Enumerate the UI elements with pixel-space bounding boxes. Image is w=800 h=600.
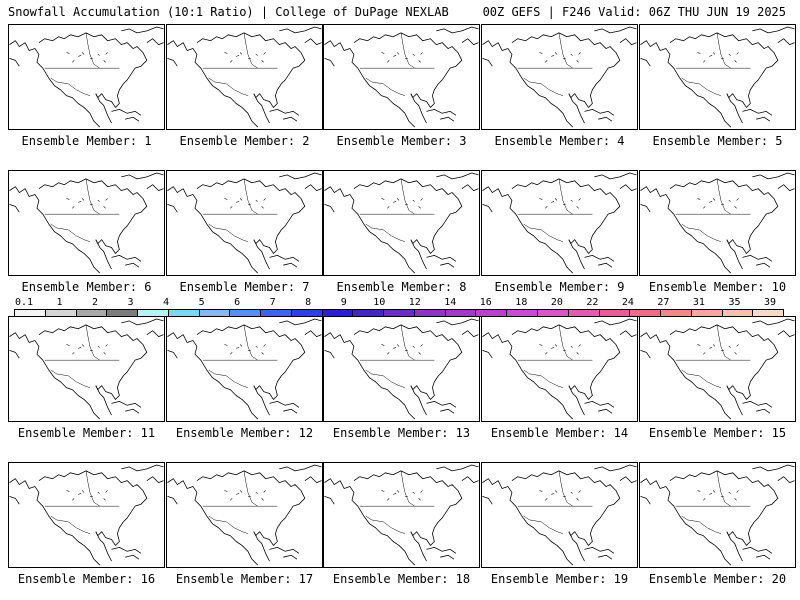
ensemble-map-panel [8, 170, 165, 276]
ensemble-member-label: Ensemble Member: 18 [332, 572, 471, 586]
snowfall-color-legend [14, 309, 784, 317]
legend-swatch [138, 310, 169, 316]
legend-tick-label: 27 [657, 297, 670, 308]
ensemble-member-label: Ensemble Member: 19 [490, 572, 629, 586]
legend-tick-label: 24 [621, 297, 634, 308]
legend-tick-label: 18 [515, 297, 528, 308]
ensemble-map-panel [8, 24, 165, 130]
ensemble-member-label: Ensemble Member: 15 [648, 426, 787, 440]
legend-swatch [322, 310, 354, 316]
legend-tick-label: 12 [408, 297, 421, 308]
ensemble-member-label: Ensemble Member: 16 [17, 572, 156, 586]
legend-tick-label: 7 [269, 297, 276, 308]
legend-swatch [691, 310, 723, 316]
ensemble-map-panel [639, 170, 796, 276]
ensemble-map-panel [481, 24, 638, 130]
ensemble-map-panel [481, 462, 638, 568]
chart-title: Snowfall Accumulation (10:1 Ratio) | Col… [8, 5, 449, 19]
ensemble-map-panel [323, 170, 480, 276]
ensemble-map-panel [323, 462, 480, 568]
ensemble-member-label: Ensemble Member: 6 [21, 280, 152, 294]
ensemble-map-panel [639, 24, 796, 130]
legend-swatch [107, 310, 139, 316]
ensemble-map-panel [166, 170, 323, 276]
ensemble-map-panel [166, 24, 323, 130]
ensemble-map-panel [323, 24, 480, 130]
legend-swatch [230, 310, 262, 316]
ensemble-member-label: Ensemble Member: 17 [175, 572, 314, 586]
legend-tick-label: 9 [340, 297, 347, 308]
legend-swatch [507, 310, 539, 316]
legend-tick-label: 4 [163, 297, 170, 308]
legend-swatch [291, 310, 323, 316]
legend-swatch [15, 310, 46, 316]
legend-swatch [599, 310, 631, 316]
legend-tick-label: 6 [234, 297, 241, 308]
legend-swatch [199, 310, 231, 316]
ensemble-member-label: Ensemble Member: 5 [652, 134, 783, 148]
ensemble-member-label: Ensemble Member: 14 [490, 426, 629, 440]
legend-swatch [722, 310, 754, 316]
legend-tick-label: 5 [198, 297, 205, 308]
legend-swatch [568, 310, 600, 316]
legend-tick-label: 16 [479, 297, 492, 308]
legend-tick-label: 22 [586, 297, 599, 308]
legend-swatch [661, 310, 692, 316]
legend-swatch [168, 310, 200, 316]
ensemble-member-label: Ensemble Member: 13 [332, 426, 471, 440]
legend-swatch [753, 310, 784, 316]
legend-swatch [353, 310, 385, 316]
legend-swatch [445, 310, 477, 316]
legend-tick-label: 14 [444, 297, 457, 308]
ensemble-map-panel [481, 316, 638, 422]
ensemble-member-label: Ensemble Member: 7 [179, 280, 310, 294]
legend-tick-label: 20 [550, 297, 563, 308]
legend-tick-label: 10 [373, 297, 386, 308]
ensemble-member-label: Ensemble Member: 2 [179, 134, 310, 148]
ensemble-map-panel [639, 316, 796, 422]
model-run-info: 00Z GEFS | F246 Valid: 06Z THU JUN 19 20… [482, 5, 786, 19]
ensemble-map-panel [481, 170, 638, 276]
ensemble-map-panel [8, 462, 165, 568]
ensemble-member-label: Ensemble Member: 10 [648, 280, 787, 294]
ensemble-member-label: Ensemble Member: 11 [17, 426, 156, 440]
ensemble-member-label: Ensemble Member: 3 [336, 134, 467, 148]
legend-swatch [45, 310, 77, 316]
ensemble-map-panel [166, 462, 323, 568]
legend-swatch [384, 310, 415, 316]
legend-tick-label: 35 [728, 297, 741, 308]
ensemble-member-label: Ensemble Member: 9 [494, 280, 625, 294]
ensemble-map-panel [8, 316, 165, 422]
legend-swatch [261, 310, 292, 316]
ensemble-member-label: Ensemble Member: 12 [175, 426, 314, 440]
legend-swatch [538, 310, 569, 316]
legend-swatch [414, 310, 446, 316]
ensemble-map-panel [323, 316, 480, 422]
ensemble-map-panel [639, 462, 796, 568]
legend-tick-label: 8 [305, 297, 312, 308]
legend-tick-label: 3 [127, 297, 134, 308]
ensemble-member-label: Ensemble Member: 20 [648, 572, 787, 586]
legend-swatch [476, 310, 508, 316]
legend-tick-label: 31 [692, 297, 705, 308]
ensemble-member-label: Ensemble Member: 4 [494, 134, 625, 148]
ensemble-map-panel [166, 316, 323, 422]
ensemble-member-label: Ensemble Member: 1 [21, 134, 152, 148]
legend-tick-label: 1 [56, 297, 63, 308]
legend-swatch [76, 310, 108, 316]
legend-tick-label: 0.1 [14, 297, 34, 308]
legend-tick-label: 2 [92, 297, 99, 308]
legend-swatch [630, 310, 662, 316]
ensemble-member-label: Ensemble Member: 8 [336, 280, 467, 294]
legend-tick-label: 39 [763, 297, 777, 308]
